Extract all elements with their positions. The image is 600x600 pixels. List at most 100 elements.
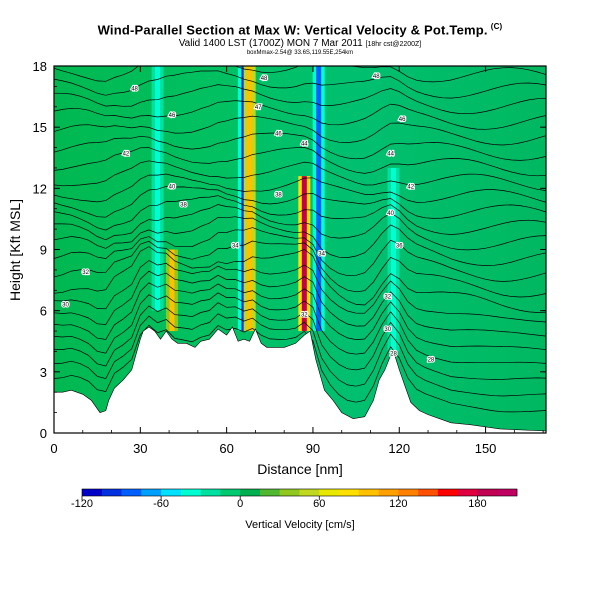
theta-contour-16	[54, 147, 546, 177]
theta-contour-20	[54, 84, 546, 115]
colorbar-swatch-16	[398, 489, 419, 496]
theta-contour-8	[54, 240, 546, 298]
theta-contour-19	[54, 100, 546, 130]
chart-valid-time: Valid 1400 LST (1700Z) MON 7 Mar 2011 [1…	[178, 38, 422, 49]
colorbar-swatch-10	[279, 489, 300, 496]
theta-label-17: 36	[396, 243, 403, 249]
velocity-band-4	[316, 66, 322, 332]
theta-label-6: 48	[373, 74, 380, 80]
theta-label-18: 32	[82, 270, 89, 276]
colorbar-swatch-13	[339, 489, 360, 496]
theta-label-5: 44	[301, 141, 308, 147]
colorbar-swatch-11	[299, 489, 320, 496]
velocity-band-2	[247, 66, 253, 332]
theta-contour-14	[54, 173, 546, 203]
colorbar-tick-label-0: -120	[71, 498, 93, 510]
colorbar-swatch-17	[418, 489, 439, 496]
x-axis: 0 30 60 90 120 150	[50, 66, 544, 456]
theta-contour-labels: 48 46 48 47 46 44 48 46 44 42 42 40 38 38 34 34 40 36 32 30…	[61, 73, 436, 365]
theta-contour-12	[54, 195, 546, 235]
colorbar-swatch-18	[437, 489, 458, 496]
theta-label-11: 40	[169, 184, 176, 190]
theta-label-20: 32	[384, 294, 391, 300]
theta-contour-10	[54, 216, 546, 266]
theta-label-3: 47	[255, 105, 262, 111]
velocity-band-0	[169, 249, 175, 332]
y-tick-label-6: 18	[33, 59, 47, 74]
theta-contour-15	[54, 160, 546, 191]
theta-contour-17	[54, 132, 546, 161]
x-tick-label-4: 120	[388, 441, 410, 456]
colorbar-swatch-19	[457, 489, 478, 496]
colorbar-swatch-1	[101, 489, 122, 496]
colorbar-tick-label-5: 180	[468, 498, 486, 510]
chart-title: Wind-Parallel Section at Max W: Vertical…	[97, 22, 503, 38]
theta-contour-3	[54, 292, 546, 364]
theta-label-9: 42	[407, 184, 414, 190]
colorbar-swatch-8	[240, 489, 261, 496]
theta-label-2: 48	[261, 76, 268, 82]
theta-label-21: 32	[301, 313, 308, 319]
chart-forecast-hour: [18hr cst@2200Z]	[365, 41, 422, 48]
colorbar: -120 -60 0 60 120 180	[71, 488, 518, 510]
colorbar-tick-label-2: 0	[237, 498, 243, 510]
colorbar-swatch-7	[220, 489, 241, 496]
theta-label-8: 44	[387, 152, 394, 158]
colorbar-swatch-21	[497, 489, 518, 496]
colorbar-tick-label-3: 60	[313, 498, 325, 510]
y-tick-label-5: 15	[33, 120, 47, 135]
colorbar-swatch-3	[141, 489, 162, 496]
x-tick-label-3: 90	[306, 441, 320, 456]
colorbar-swatch-4	[161, 489, 182, 496]
theta-label-23: 28	[390, 351, 397, 357]
theta-contour-2	[54, 302, 546, 380]
colorbar-frame	[81, 488, 518, 497]
theta-label-15: 34	[318, 252, 325, 258]
chart-info-line: boxMmax-2.54@ 33.6S,119.55E,254km	[246, 50, 354, 56]
theta-label-13: 38	[275, 192, 282, 198]
theta-label-7: 46	[399, 117, 406, 123]
theta-contour-23	[54, 39, 546, 65]
colorbar-swatch-12	[319, 489, 340, 496]
colorbar-label: Vertical Velocity [cm/s]	[245, 519, 354, 531]
terrain-mask	[54, 326, 546, 433]
theta-contour-1	[54, 313, 546, 397]
theta-label-0: 48	[131, 86, 138, 92]
colorbar-swatch-6	[200, 489, 221, 496]
colorbar-tick-label-4: 120	[389, 498, 407, 510]
theta-label-1: 46	[169, 113, 176, 119]
theta-label-19: 30	[62, 303, 69, 309]
theta-contour-7	[54, 246, 546, 313]
velocity-bands	[151, 66, 400, 352]
x-axis-label: Distance [nm]	[257, 461, 343, 477]
y-tick-label-4: 12	[33, 181, 47, 196]
y-axis-label: Height [Kft MSL]	[7, 199, 23, 301]
plot-area: 48 46 48 47 46 44 48 46 44 42 42 40 38 38 34 34 40 36 32 30…	[54, 39, 546, 433]
theta-contours	[54, 39, 546, 413]
colorbar-swatch-2	[121, 489, 142, 496]
velocity-band-6	[155, 66, 161, 311]
x-tick-label-0: 0	[50, 441, 57, 456]
y-tick-label-3: 9	[40, 243, 47, 258]
colorbar-swatch-15	[378, 489, 399, 496]
theta-contour-11	[54, 204, 546, 251]
x-tick-label-1: 30	[133, 441, 147, 456]
colorbar-swatch-20	[477, 489, 498, 496]
theta-contour-21	[54, 70, 546, 99]
theta-label-24: 28	[428, 358, 435, 364]
theta-label-12: 38	[180, 203, 187, 209]
theta-contour-13	[54, 185, 546, 219]
colorbar-swatch-9	[259, 489, 281, 496]
colorbar-swatch-0	[82, 489, 103, 496]
theta-contour-22	[54, 66, 546, 83]
y-tick-label-1: 3	[40, 365, 47, 380]
y-tick-label-2: 6	[40, 304, 47, 319]
theta-contour-5	[54, 270, 546, 337]
theta-label-16: 40	[387, 211, 394, 217]
theta-contour-6	[54, 260, 546, 323]
theta-contour-0	[54, 324, 546, 413]
velocity-band-3	[301, 176, 307, 332]
colorbar-swatch-14	[358, 489, 379, 496]
